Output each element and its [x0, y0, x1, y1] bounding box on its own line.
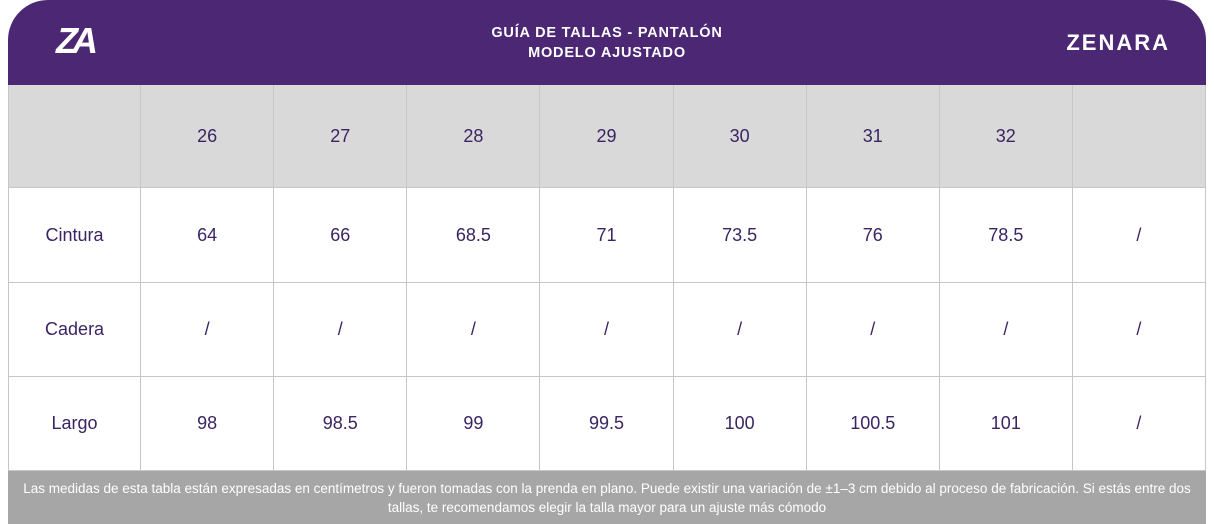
measure-cell: / — [673, 283, 807, 377]
size-table: 26 27 28 29 30 31 32 Cintura 64 66 68.5 71 73.5 76 78.… — [8, 85, 1206, 471]
footnote: Las medidas de esta tabla están expresad… — [8, 471, 1206, 524]
size-header: 27 — [274, 85, 408, 188]
size-header: 29 — [540, 85, 674, 188]
header-cell — [8, 85, 142, 188]
measure-cell: / — [407, 283, 541, 377]
size-header: 30 — [673, 85, 807, 188]
measure-cell: 64 — [141, 188, 275, 283]
measure-cell: 99.5 — [540, 377, 674, 471]
title: GUÍA DE TALLAS - PANTALÓN MODELO AJUSTAD… — [8, 23, 1206, 63]
title-line: GUÍA DE TALLAS - PANTALÓN — [491, 25, 723, 41]
measure-cell: 100 — [673, 377, 807, 471]
measure-cell: 98 — [141, 377, 275, 471]
size-header: 31 — [806, 85, 940, 188]
measure-cell: 101 — [939, 377, 1073, 471]
measure-cell: 100.5 — [806, 377, 940, 471]
size-header: 26 — [141, 85, 275, 188]
header: ZA GUÍA DE TALLAS - PANTALÓN MODELO AJUS… — [8, 0, 1206, 85]
measure-cell: 98.5 — [274, 377, 408, 471]
size-header: 32 — [939, 85, 1073, 188]
brand: ZENARA — [1066, 30, 1170, 55]
measure-cell: / — [806, 283, 940, 377]
row-label: Largo — [8, 377, 142, 471]
measure-cell: 99 — [407, 377, 541, 471]
row-label: Cintura — [8, 188, 142, 283]
measure-cell: 78.5 — [939, 188, 1073, 283]
header-cell — [1072, 85, 1206, 188]
measure-cell: / — [540, 283, 674, 377]
measure-cell: 66 — [274, 188, 408, 283]
measure-cell: / — [1072, 283, 1206, 377]
row-label: Cadera — [8, 283, 142, 377]
logo: ZA — [56, 20, 98, 61]
measure-cell: 73.5 — [673, 188, 807, 283]
title-line: MODELO AJUSTADO — [528, 45, 686, 61]
measure-cell: / — [274, 283, 408, 377]
measure-cell: / — [1072, 188, 1206, 283]
measure-cell: 68.5 — [407, 188, 541, 283]
measure-cell: 71 — [540, 188, 674, 283]
size-header: 28 — [407, 85, 541, 188]
measure-cell: 76 — [806, 188, 940, 283]
measure-cell: / — [939, 283, 1073, 377]
measure-cell: / — [1072, 377, 1206, 471]
measure-cell: / — [141, 283, 275, 377]
